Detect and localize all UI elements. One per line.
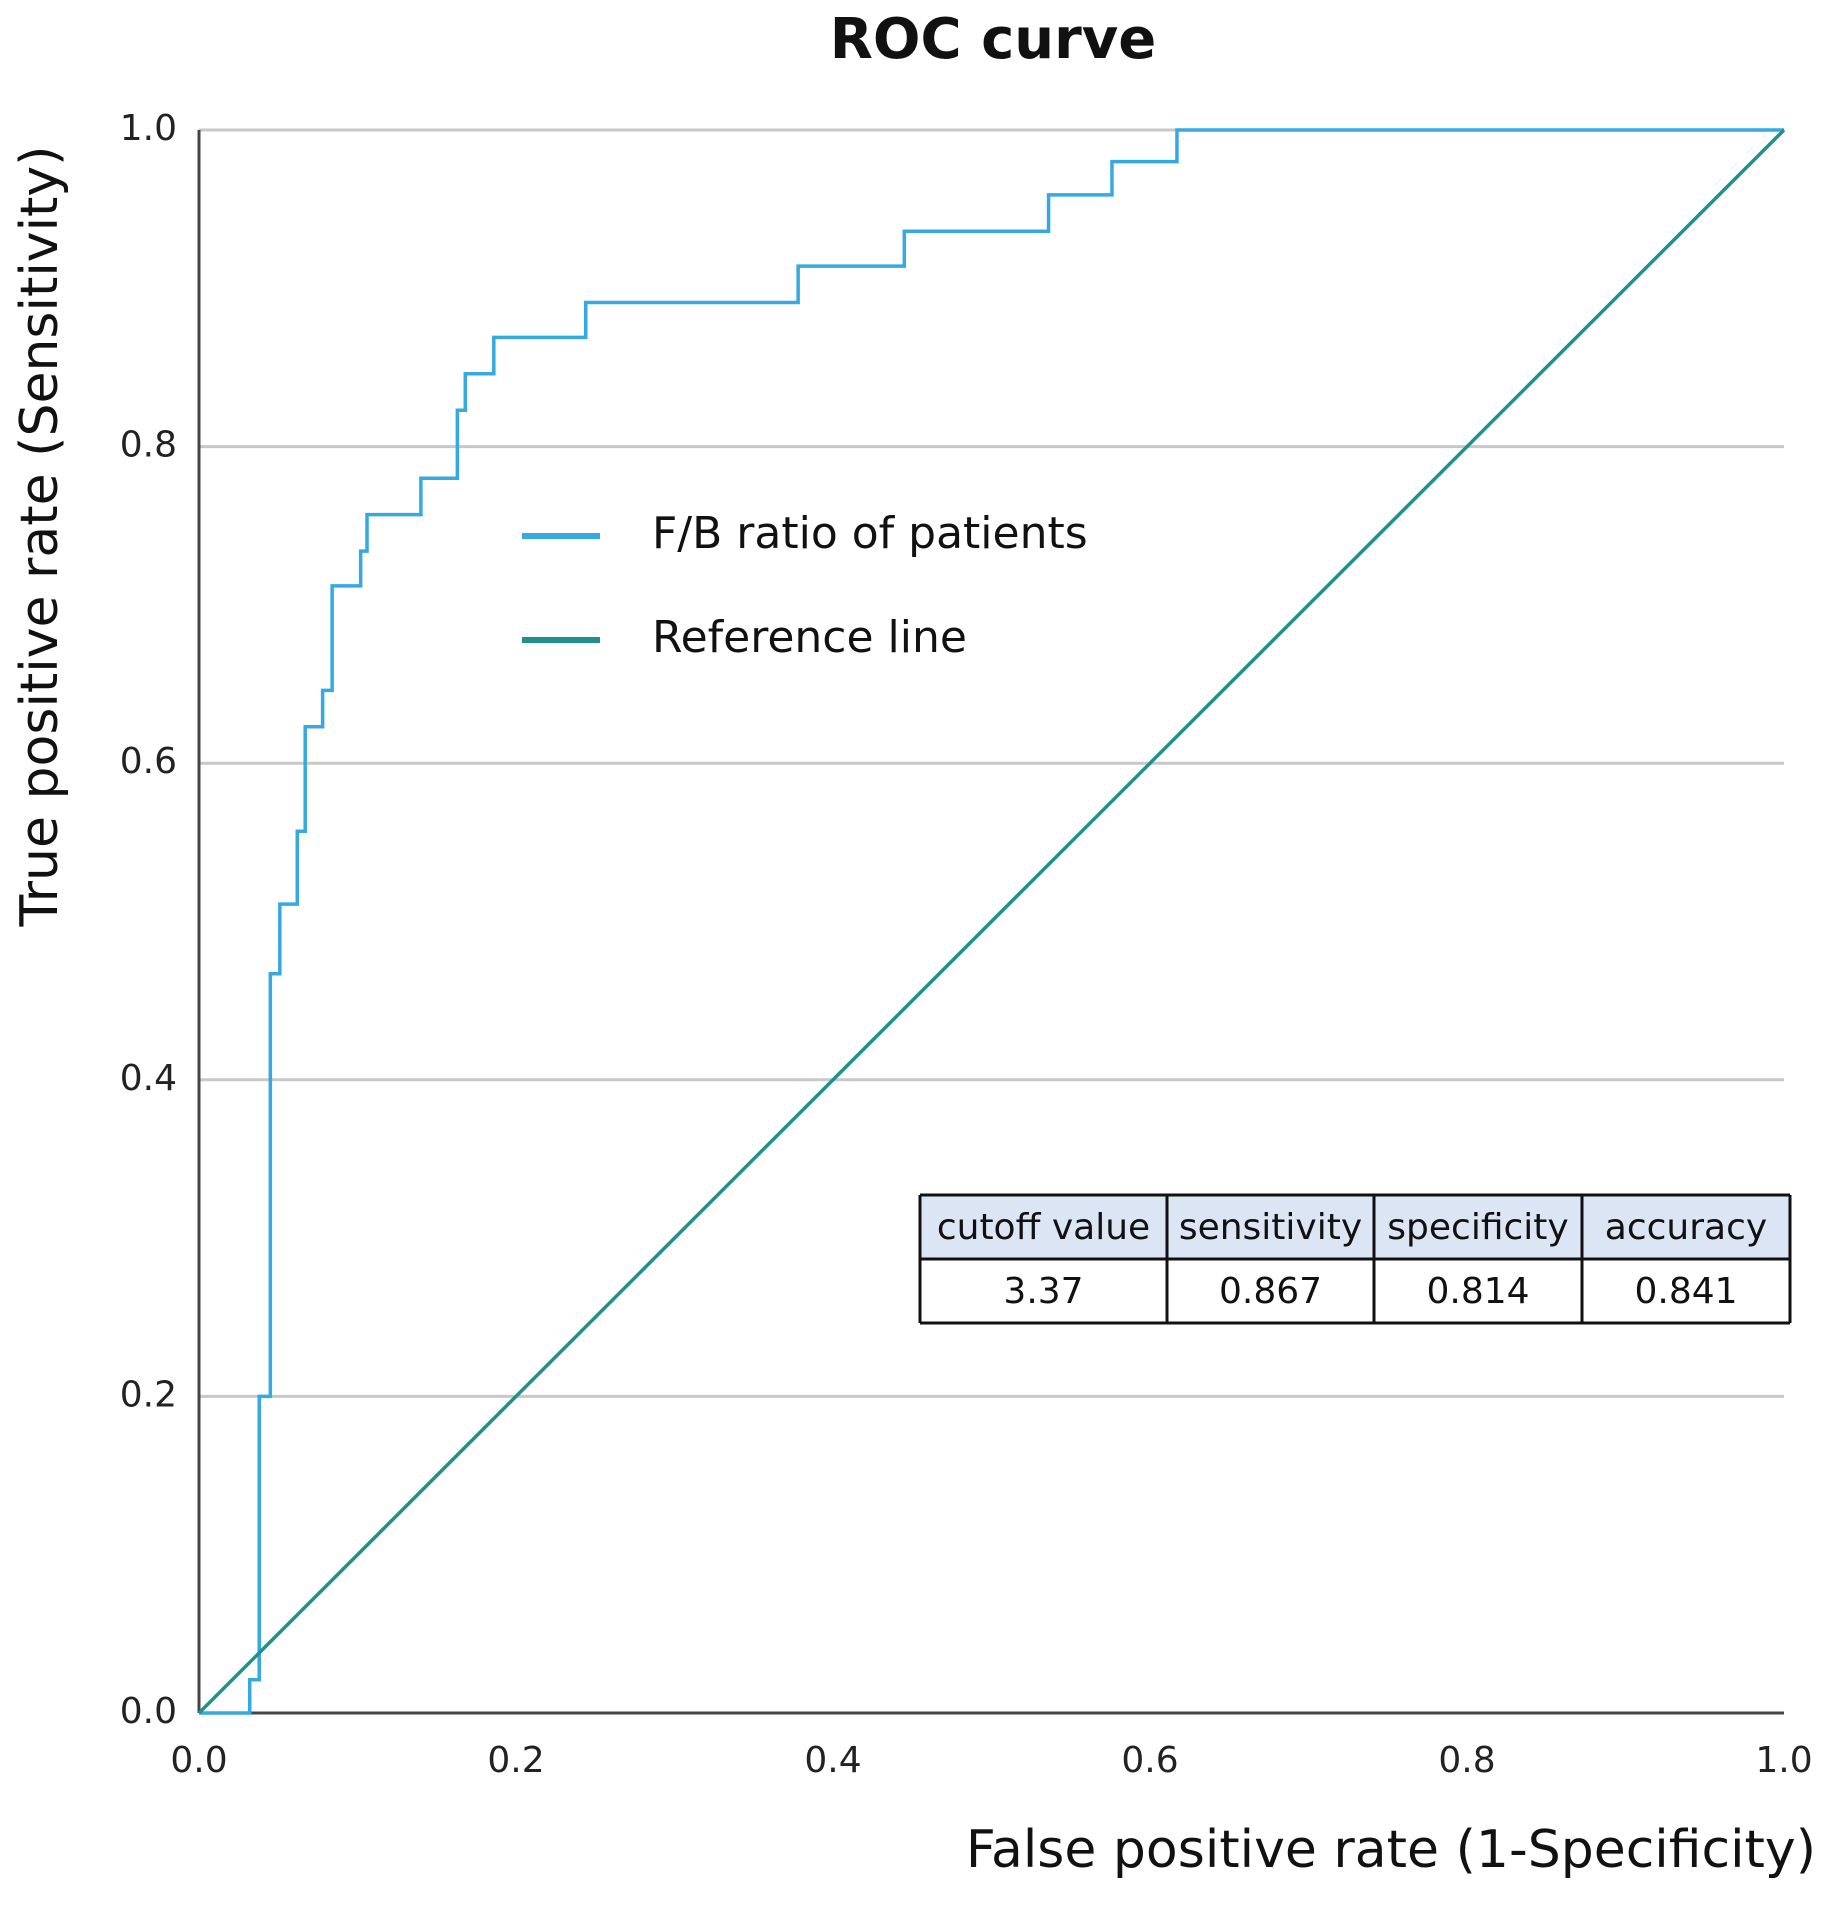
table-header-bg xyxy=(920,1195,1790,1259)
x-tick-label: 0.8 xyxy=(1438,1740,1495,1781)
x-tick-label: 0.6 xyxy=(1121,1740,1178,1781)
table-header: sensitivity xyxy=(1179,1207,1362,1248)
x-tick-label: 0.0 xyxy=(170,1740,227,1781)
table-cell: 3.37 xyxy=(1003,1271,1083,1312)
y-tick-label: 0.2 xyxy=(120,1374,177,1415)
x-axis-title: False positive rate (1-Specificity) xyxy=(966,1820,1816,1880)
y-tick-label: 1.0 xyxy=(120,108,177,149)
legend-label: F/B ratio of patients xyxy=(652,508,1088,559)
y-tick-label: 0.8 xyxy=(120,425,177,466)
y-tick-label: 0.0 xyxy=(120,1691,177,1732)
x-tick-label: 0.2 xyxy=(487,1740,544,1781)
y-tick-label: 0.6 xyxy=(120,741,177,782)
y-tick-label: 0.4 xyxy=(120,1058,177,1099)
table-cell: 0.814 xyxy=(1426,1271,1529,1312)
series-line xyxy=(197,128,1786,1715)
table-header: cutoff value xyxy=(937,1207,1150,1248)
table-header: specificity xyxy=(1387,1207,1568,1248)
chart-title: ROC curve xyxy=(830,7,1156,72)
table-cell: 0.867 xyxy=(1219,1271,1322,1312)
table-cell: 0.841 xyxy=(1634,1271,1737,1312)
series-line xyxy=(199,128,1784,1715)
x-tick-label: 1.0 xyxy=(1755,1740,1812,1781)
legend-label: Reference line xyxy=(652,612,967,663)
table-body-bg xyxy=(920,1259,1790,1323)
y-axis-title: True positive rate (Sensitivity) xyxy=(10,146,70,928)
table-header: accuracy xyxy=(1605,1207,1767,1248)
x-tick-label: 0.4 xyxy=(804,1740,861,1781)
